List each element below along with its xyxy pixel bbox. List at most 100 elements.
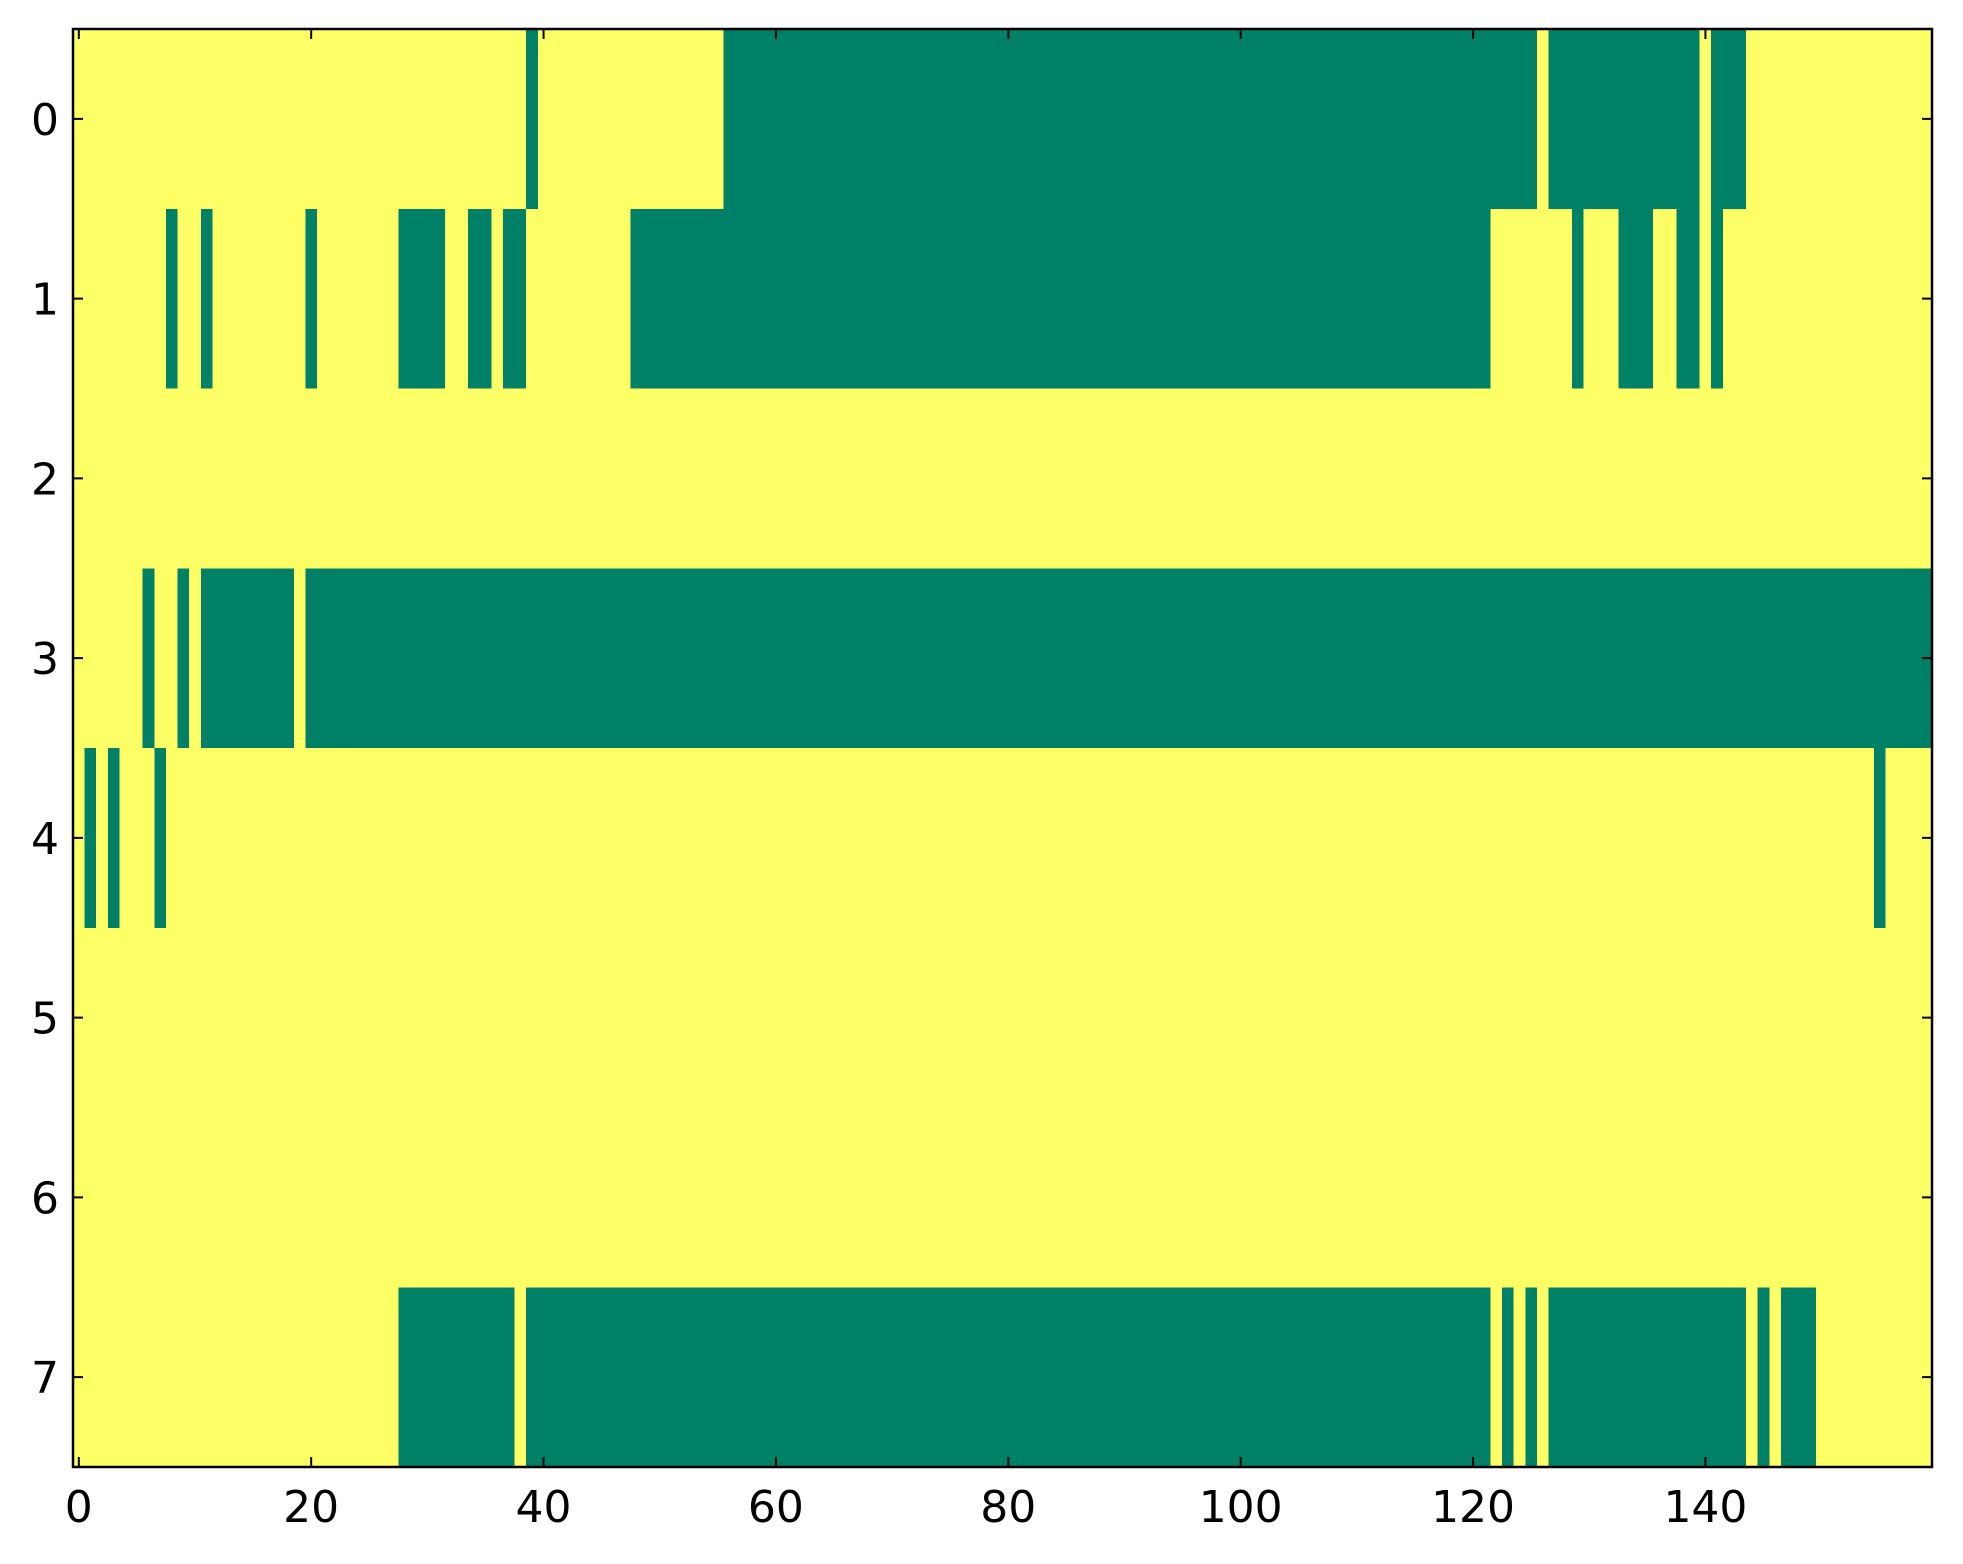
cell (491, 927, 504, 1109)
cell (363, 1287, 376, 1468)
cell (1211, 1287, 1224, 1468)
cell (781, 1107, 794, 1288)
cell (1595, 208, 1608, 390)
cell (758, 1287, 771, 1468)
cell (1188, 388, 1201, 569)
cell (828, 1287, 841, 1468)
cell (1444, 748, 1457, 929)
cell (1815, 927, 1829, 1109)
cell (1269, 208, 1282, 390)
cell (746, 1287, 760, 1468)
cell (1548, 1107, 1561, 1288)
cell (1490, 388, 1503, 569)
cell (1292, 748, 1306, 929)
cell (1502, 29, 1515, 210)
cell (96, 29, 109, 210)
cell (1839, 388, 1852, 569)
cell (200, 568, 214, 749)
cell (909, 1287, 922, 1468)
cell (735, 568, 748, 749)
cell (1420, 208, 1433, 390)
cell (1606, 29, 1619, 210)
cell (1014, 388, 1027, 569)
cell (1374, 1287, 1387, 1468)
cell (1711, 1287, 1724, 1468)
cell (1200, 927, 1213, 1109)
cell (560, 748, 574, 929)
cell (1130, 208, 1143, 390)
cell (677, 1107, 690, 1288)
cell (1141, 1107, 1155, 1288)
cell (1571, 748, 1585, 929)
cell (491, 748, 504, 929)
cell (1908, 748, 1921, 929)
cell (1362, 748, 1375, 929)
cell (932, 748, 946, 929)
cell (549, 208, 562, 390)
cell (328, 1287, 341, 1468)
cell (398, 208, 411, 390)
cell (1048, 748, 1062, 929)
cell (1292, 29, 1306, 210)
cell (1211, 568, 1224, 749)
cell (1536, 208, 1550, 390)
cell (1560, 568, 1573, 749)
cell (270, 568, 283, 749)
cell (793, 388, 806, 569)
cell (1850, 748, 1863, 929)
cell (746, 1107, 760, 1288)
cell (107, 208, 121, 390)
x-tick-label: 80 (980, 1482, 1036, 1533)
cell (863, 927, 876, 1109)
cell (897, 1287, 911, 1468)
cell (1862, 388, 1875, 569)
cell (909, 29, 922, 210)
cell (1862, 1287, 1875, 1468)
cell (1850, 1107, 1863, 1288)
cell (526, 927, 539, 1109)
cell (619, 568, 632, 749)
cell (770, 748, 783, 929)
cell (979, 748, 992, 929)
cell (793, 748, 806, 929)
cell (1025, 208, 1038, 390)
cell (468, 208, 481, 390)
cell (1083, 927, 1097, 1109)
y-tick-label: 3 (31, 634, 59, 685)
cell (1711, 748, 1724, 929)
cell (1641, 1107, 1654, 1288)
cell (131, 748, 144, 929)
cell (1025, 1287, 1038, 1468)
cell (1130, 568, 1143, 749)
cell (1513, 29, 1526, 210)
cell (1432, 748, 1445, 929)
cell (1432, 568, 1445, 749)
cell (1490, 1287, 1503, 1468)
cell (1060, 568, 1073, 749)
cell (537, 927, 550, 1109)
cell (897, 748, 911, 929)
cell (270, 1287, 283, 1468)
cell (1769, 927, 1782, 1109)
cell (142, 748, 155, 929)
cell (1502, 388, 1515, 569)
cell (468, 568, 481, 749)
cell (1409, 208, 1422, 390)
cell (1048, 29, 1062, 210)
cell (514, 748, 527, 929)
cell (653, 1287, 667, 1468)
cell (560, 208, 574, 390)
cell (1420, 1107, 1433, 1288)
cell (619, 1287, 632, 1468)
cell (1618, 1107, 1631, 1288)
cell (1595, 748, 1608, 929)
cell (1873, 927, 1887, 1109)
cell (165, 208, 179, 390)
cell (444, 1107, 458, 1288)
cell (758, 29, 771, 210)
cell (1409, 568, 1422, 749)
cell (1083, 1287, 1097, 1468)
cell (1107, 1287, 1120, 1468)
cell (1444, 208, 1457, 390)
cell (1234, 208, 1248, 390)
